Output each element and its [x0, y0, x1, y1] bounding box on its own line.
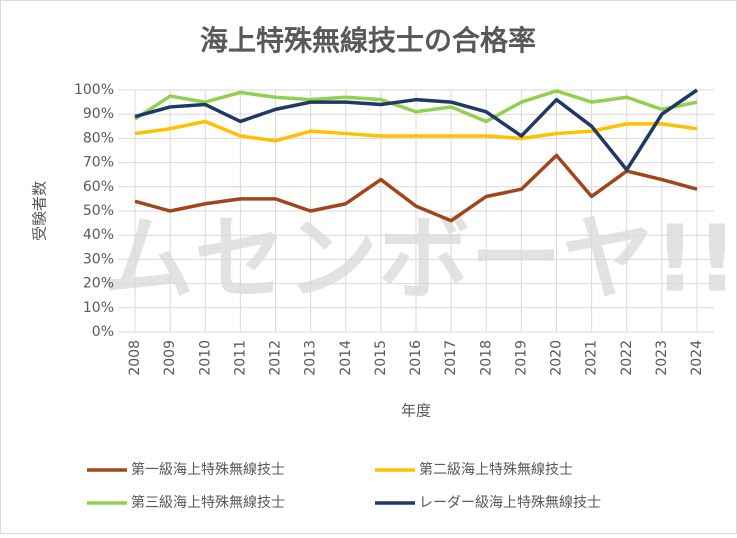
line-series [134, 119, 698, 143]
x-tick-label: 2014 [338, 340, 354, 376]
watermark: ムセンボーヤ!! [102, 205, 737, 312]
x-tick-label: 2019 [513, 340, 529, 376]
y-axis-label: 受験者数 [31, 181, 49, 241]
x-tick-label: 2009 [162, 340, 178, 376]
y-tick-label: 50% [83, 203, 114, 219]
y-tick-label: 30% [83, 251, 114, 267]
line-series [134, 88, 698, 172]
x-tick-label: 2023 [654, 340, 670, 376]
y-tick-label: 60% [83, 179, 114, 195]
x-tick-label: 2010 [197, 340, 213, 376]
y-tick-label: 100% [74, 82, 114, 98]
x-tick-label: 2017 [443, 340, 459, 376]
x-tick-label: 2022 [619, 340, 635, 376]
line-series [134, 153, 698, 223]
x-tick-label: 2018 [478, 340, 494, 376]
y-tick-label: 80% [83, 130, 114, 146]
legend-label: レーダー級海上特殊無線技士 [419, 495, 601, 511]
y-tick-label: 0% [92, 324, 114, 340]
x-tick-label: 2020 [549, 340, 565, 376]
x-tick-label: 2015 [373, 340, 389, 376]
x-tick-label: 2024 [689, 340, 705, 376]
y-tick-label: 10% [83, 300, 114, 316]
legend-label: 第三級海上特殊無線技士 [131, 494, 285, 511]
x-tick-label: 2012 [268, 340, 284, 376]
x-tick-label: 2013 [303, 340, 319, 376]
x-tick-label: 2021 [584, 340, 600, 376]
x-tick-label: 2011 [232, 340, 248, 376]
y-tick-label: 20% [83, 276, 114, 292]
legend-label: 第二級海上特殊無線技士 [419, 461, 573, 478]
line-series [134, 89, 698, 124]
y-tick-label: 70% [83, 155, 114, 171]
y-tick-label: 90% [83, 106, 114, 122]
x-tick-label: 2008 [127, 340, 143, 376]
x-tick-label: 2016 [408, 340, 424, 376]
x-axis-label: 年度 [401, 402, 431, 420]
y-tick-label: 40% [83, 227, 114, 243]
chart-title: 海上特殊無線技士の合格率 [200, 24, 536, 57]
legend-label: 第一級海上特殊無線技士 [131, 461, 285, 478]
